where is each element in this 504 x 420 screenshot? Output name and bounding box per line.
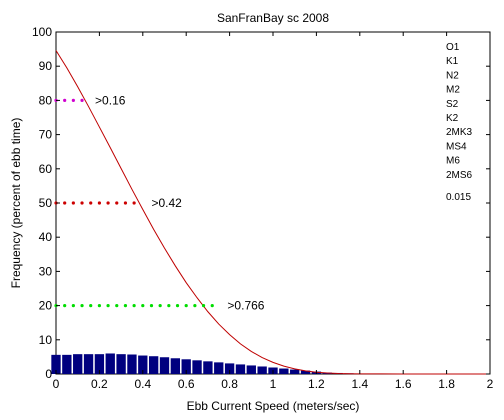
threshold-dot [97,201,101,205]
x-tick-label: 0.2 [91,377,108,391]
x-tick-label: 0.8 [221,377,238,391]
legend-entry: N2 [446,70,459,81]
x-tick-label: 1 [270,377,277,391]
bar [116,354,126,374]
bar [94,354,105,374]
plot-area [55,31,491,375]
bar [62,354,72,374]
threshold-dot [63,304,67,308]
bar [105,353,115,374]
threshold-dot [115,201,119,205]
threshold-dot [89,201,93,205]
y-tick-label: 100 [32,25,52,39]
y-tick-label: 80 [39,93,53,107]
threshold-dot [184,304,188,308]
x-tick-label: 0 [53,377,60,391]
threshold-dot [123,201,128,205]
threshold-dot [71,304,75,308]
threshold-dot [80,304,84,308]
y-tick-label: 70 [39,128,53,142]
threshold-dot [106,304,110,308]
threshold-dot [123,304,128,308]
threshold-dot [106,201,110,205]
legend-entry: M6 [446,156,460,167]
bar [83,354,94,374]
x-tick-label: 2 [487,377,494,391]
bar [159,357,170,374]
bar [148,356,159,374]
x-tick-label: 1.8 [438,377,455,391]
threshold-dot [89,304,93,308]
y-tick-label: 50 [39,196,53,210]
threshold-dot [132,201,136,205]
y-axis-label: Frequency (percent of ebb time) [9,118,23,289]
bar [235,364,246,374]
x-tick-label: 0.6 [178,377,195,391]
x-tick-label: 0.4 [134,377,151,391]
y-tick-label: 10 [39,333,53,347]
bar [203,361,213,374]
threshold-dot [132,304,136,308]
threshold-dot [71,201,75,205]
legend-entry: K2 [446,113,459,124]
y-tick-label: 30 [39,264,53,278]
threshold-dot [80,98,84,102]
bar [279,368,289,374]
threshold-dot [63,98,67,102]
exceedance-curve [55,50,490,375]
bar [214,362,224,374]
y-tick-label: 20 [39,299,53,313]
legend-entry: S2 [446,99,459,110]
bar [257,366,267,374]
legend-entry: O1 [446,42,460,53]
bar [224,363,235,374]
bar [51,354,61,374]
bar [127,354,137,374]
x-tick-label: 1.6 [395,377,412,391]
x-axis-label: Ebb Current Speed (meters/sec) [187,399,360,413]
threshold-label: >0.42 [151,196,182,210]
bar [192,360,202,374]
x-tick-label: 1.4 [351,377,368,391]
threshold-label: >0.16 [95,93,126,107]
legend-entry: 2MK3 [446,127,473,138]
threshold-dot [63,201,67,205]
legend-entry: K1 [446,56,459,67]
bar [73,354,83,374]
bar [181,359,191,374]
legend-entry: 2MS6 [446,170,473,181]
threshold-dot [141,304,145,308]
threshold-label: >0.766 [227,299,264,313]
legend-entry: MS4 [446,141,467,152]
bar [290,369,300,374]
threshold-dot [201,304,206,308]
threshold-dot [175,304,180,308]
bar [246,365,256,374]
y-tick-label: 90 [39,59,53,73]
bar [138,355,148,374]
legend-footer: 0.015 [446,192,471,203]
bar [300,370,311,374]
threshold-dot [97,304,101,308]
chart-title: SanFranBay sc 2008 [217,11,329,25]
y-tick-label: 60 [39,162,53,176]
threshold-dot [80,201,84,205]
threshold-dot [167,304,171,308]
threshold-dot [210,304,214,308]
y-tick-label: 0 [45,367,52,381]
threshold-dot [115,304,119,308]
x-tick-label: 1.2 [308,377,325,391]
bar [170,358,181,374]
legend-entry: M2 [446,85,460,96]
threshold-dot [158,304,162,308]
threshold-dot [193,304,197,308]
threshold-dot [71,98,75,102]
threshold-dot [149,304,154,308]
y-tick-label: 40 [39,230,53,244]
